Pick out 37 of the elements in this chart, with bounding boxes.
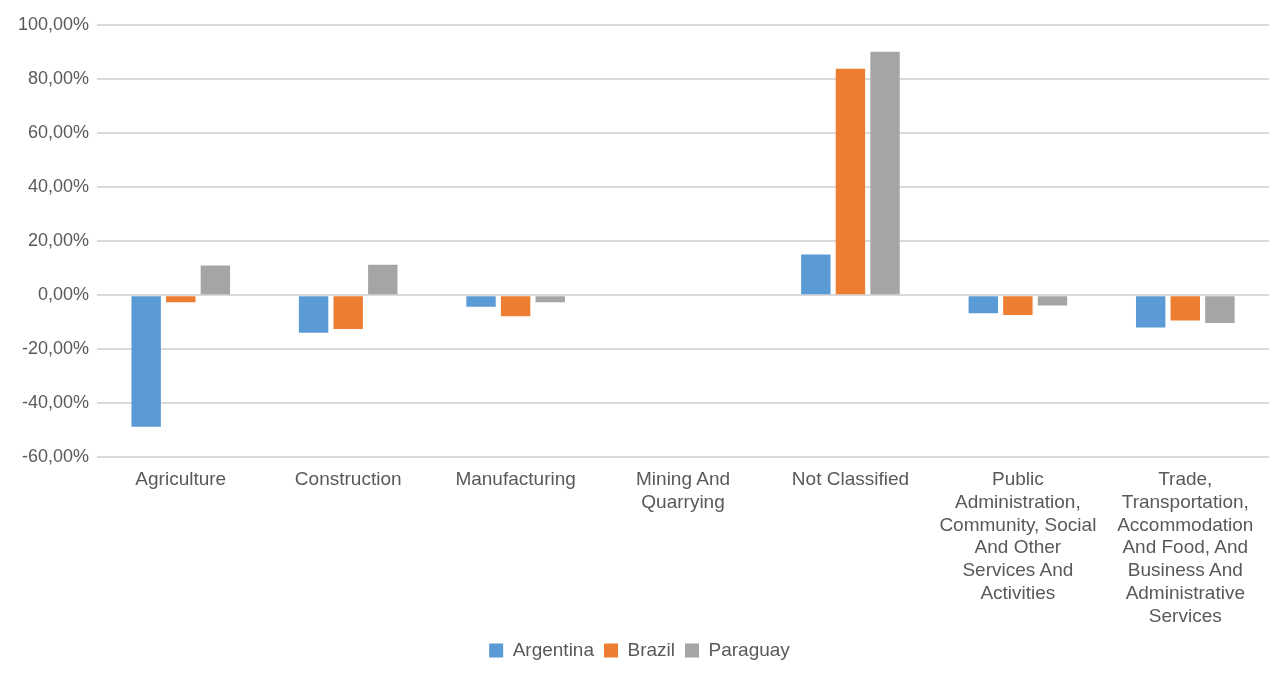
bar bbox=[1037, 296, 1068, 306]
bar bbox=[1135, 296, 1166, 328]
y-tick-label: 100,00% bbox=[18, 13, 90, 34]
bar bbox=[131, 296, 161, 427]
bar bbox=[333, 296, 363, 330]
x-tick-label: Trade, Transportation, Accommodation And Food, And Business And Administrative Services bbox=[1117, 468, 1254, 626]
x-tick-label: Public Administration, Community, Social And Other Services And Activities bbox=[939, 468, 1097, 604]
bar bbox=[801, 254, 831, 295]
x-tick-label: Agriculture bbox=[135, 468, 227, 490]
legend-label: Paraguay bbox=[708, 638, 791, 660]
x-tick-label: Mining And Quarrying bbox=[636, 468, 731, 512]
y-tick-label: 40,00% bbox=[28, 176, 90, 197]
x-tick-label: Not Classified bbox=[791, 468, 910, 490]
legend-label: Brazil bbox=[627, 638, 676, 660]
y-tick-label: 20,00% bbox=[28, 230, 90, 251]
bar bbox=[368, 264, 398, 295]
x-tick-label: Construction bbox=[294, 468, 402, 490]
bar bbox=[466, 296, 496, 307]
bar bbox=[968, 296, 998, 314]
y-tick-label: 60,00% bbox=[28, 122, 90, 143]
bar bbox=[1205, 296, 1235, 324]
bar bbox=[166, 296, 196, 303]
bar bbox=[835, 68, 866, 295]
bar bbox=[870, 51, 900, 295]
bar bbox=[200, 265, 231, 295]
x-tick-label: Manufacturing bbox=[455, 468, 576, 490]
legend-label: Argentina bbox=[512, 638, 595, 660]
y-tick-label: -20,00% bbox=[22, 338, 90, 359]
y-tick-label: -40,00% bbox=[22, 392, 90, 413]
y-tick-label: 80,00% bbox=[28, 68, 90, 89]
y-tick-label: 0,00% bbox=[38, 284, 90, 305]
bar bbox=[1170, 296, 1200, 321]
y-tick-label: -60,00% bbox=[22, 446, 90, 467]
bar bbox=[298, 296, 329, 333]
bar bbox=[535, 296, 565, 303]
bar bbox=[500, 296, 531, 317]
bar bbox=[1003, 296, 1033, 315]
